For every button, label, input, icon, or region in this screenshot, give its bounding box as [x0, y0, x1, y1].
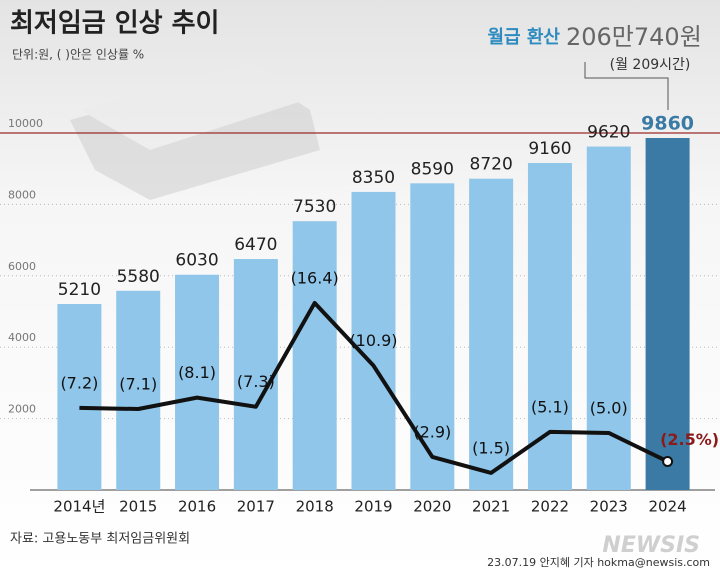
bar-value-label: 7530	[293, 197, 336, 217]
source: 자료: 고용노동부 최저임금위원회	[10, 532, 190, 547]
y-tick-label: 10000	[8, 117, 43, 130]
rate-label: (10.9)	[349, 331, 397, 350]
rate-label: (2.5%)	[660, 430, 719, 449]
y-tick-label: 4000	[8, 331, 36, 344]
x-tick-label: 2019	[354, 498, 392, 516]
x-tick-label: 2023	[590, 498, 628, 516]
bar-value-label: 9620	[587, 123, 630, 143]
x-tick-label: 2016	[178, 498, 216, 516]
rate-point	[662, 455, 674, 467]
rate-label: (7.3)	[237, 372, 275, 391]
bar	[645, 137, 690, 491]
y-tick-label: 6000	[8, 260, 36, 273]
money-illustration	[70, 62, 320, 200]
bar-value-label: 9160	[528, 139, 571, 159]
bar	[351, 191, 396, 490]
bar-value-label: 5210	[58, 280, 101, 300]
x-tick-label: 2015	[119, 498, 157, 516]
bar-value-label: 8350	[352, 168, 395, 188]
rate-label: (5.0)	[590, 398, 628, 417]
rate-label: (16.4)	[291, 268, 339, 287]
rate-label: (2.9)	[413, 422, 451, 441]
bar-value-label: 8720	[470, 155, 513, 175]
rate-label: (8.1)	[178, 363, 216, 382]
x-tick-label: 2020	[413, 498, 451, 516]
x-tick-label: 2022	[531, 498, 569, 516]
bar-value-label: 8590	[411, 159, 454, 179]
bar-value-label: 5580	[117, 267, 160, 287]
highlight-label: 월급 환산	[487, 26, 560, 48]
bar-value-label: 6030	[175, 251, 218, 271]
bar	[175, 274, 220, 490]
callout-line	[584, 62, 669, 110]
rate-label: (5.1)	[531, 397, 569, 416]
rate-label: (7.2)	[60, 373, 98, 392]
x-tick-label: 2024	[648, 498, 686, 516]
bar	[292, 221, 337, 490]
subtitle: 단위:원, ( )안은 인상률 %	[12, 48, 144, 62]
y-tick-label: 2000	[8, 403, 36, 416]
bar	[410, 183, 455, 490]
bar	[116, 290, 161, 490]
bar	[527, 162, 572, 490]
chart-title: 최저임금 인상 추이	[10, 9, 219, 39]
x-tick-label: 2021	[472, 498, 510, 516]
x-tick-label: 2017	[237, 498, 275, 516]
x-tick-label: 2014년	[53, 498, 105, 516]
rate-line	[79, 300, 669, 475]
y-tick-label: 8000	[8, 188, 36, 201]
bar	[233, 259, 278, 490]
bar	[57, 304, 102, 490]
bar-value-label: 6470	[234, 235, 277, 255]
credit: 23.07.19 안지혜 기자 hokma@newsis.com	[487, 556, 710, 569]
highlight-note: (월 209시간)	[610, 57, 691, 73]
bar-value-label: 9860	[641, 112, 694, 134]
rate-label: (7.1)	[119, 375, 157, 394]
x-tick-label: 2018	[296, 498, 334, 516]
highlight-value: 206만740원	[566, 23, 702, 51]
logo: NEWSIS	[602, 533, 700, 558]
bar	[469, 178, 514, 491]
rate-label: (1.5)	[472, 438, 510, 457]
